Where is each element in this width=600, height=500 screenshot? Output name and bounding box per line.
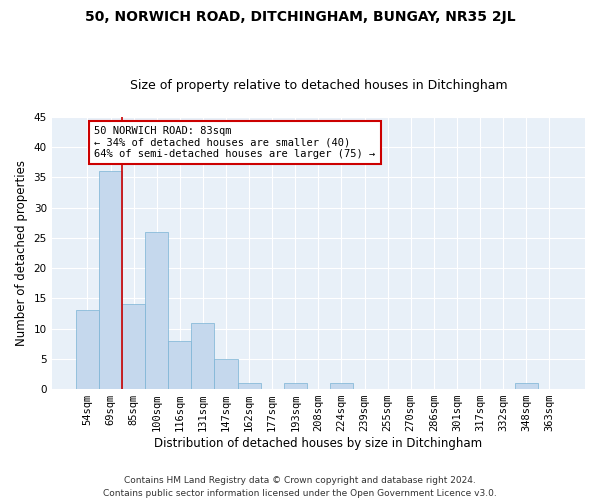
- Text: 50 NORWICH ROAD: 83sqm
← 34% of detached houses are smaller (40)
64% of semi-det: 50 NORWICH ROAD: 83sqm ← 34% of detached…: [94, 126, 376, 159]
- Title: Size of property relative to detached houses in Ditchingham: Size of property relative to detached ho…: [130, 79, 507, 92]
- Bar: [515, 383, 538, 389]
- Bar: [214, 359, 238, 389]
- Bar: [122, 304, 145, 389]
- Bar: [145, 232, 168, 389]
- Bar: [99, 171, 122, 389]
- Bar: [191, 322, 214, 389]
- Bar: [330, 383, 353, 389]
- Bar: [76, 310, 99, 389]
- Bar: [168, 340, 191, 389]
- Text: 50, NORWICH ROAD, DITCHINGHAM, BUNGAY, NR35 2JL: 50, NORWICH ROAD, DITCHINGHAM, BUNGAY, N…: [85, 10, 515, 24]
- Y-axis label: Number of detached properties: Number of detached properties: [15, 160, 28, 346]
- Text: Contains HM Land Registry data © Crown copyright and database right 2024.
Contai: Contains HM Land Registry data © Crown c…: [103, 476, 497, 498]
- Bar: [284, 383, 307, 389]
- Bar: [238, 383, 260, 389]
- X-axis label: Distribution of detached houses by size in Ditchingham: Distribution of detached houses by size …: [154, 437, 482, 450]
